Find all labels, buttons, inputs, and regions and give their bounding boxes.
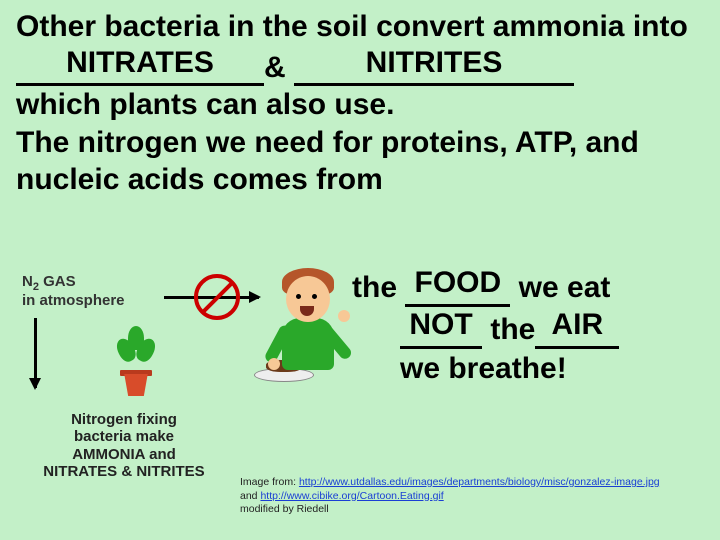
leaf-icon — [128, 326, 144, 350]
ampersand: & — [264, 51, 286, 84]
nf-l4: NITRATES & NITRITES — [43, 463, 204, 480]
credit-link-1[interactable]: http://www.utdallas.edu/images/departmen… — [299, 476, 660, 488]
intro-text: Other bacteria in the soil convert ammon… — [16, 8, 704, 46]
fill-not: NOT — [409, 308, 472, 341]
slide-body: Other bacteria in the soil convert ammon… — [0, 0, 720, 207]
right-line2: NOT the AIR — [352, 307, 619, 349]
nitrogen-diagram: N2 GAS in atmosphere Nitrogen fixing bac… — [14, 268, 349, 480]
blank-nitrites: NITRITES — [294, 46, 574, 87]
nf-l3: AMMONIA and — [72, 446, 176, 463]
credit-mid: and — [240, 490, 260, 502]
blank-air: AIR — [535, 307, 619, 349]
nitrogen-fixing-label: Nitrogen fixing bacteria make AMMONIA an… — [14, 411, 234, 480]
right-prefix1: the — [352, 271, 405, 304]
hand-icon — [338, 310, 350, 322]
plant-icon — [114, 324, 158, 396]
right-text-block: the FOOD we eat NOT the AIR we breathe! — [352, 265, 619, 388]
blank-nitrates: NITRATES — [16, 46, 264, 87]
fill-nitrates: NITRATES — [66, 46, 214, 79]
fill-nitrites: NITRITES — [366, 46, 503, 79]
eye-icon — [296, 294, 301, 299]
line-nitrogen: The nitrogen we need for proteins, ATP, … — [16, 124, 704, 199]
blanks-row: NITRATES & NITRITES — [16, 46, 704, 87]
hand-icon — [268, 358, 280, 370]
arrow-down-icon — [34, 318, 37, 388]
blank-food: FOOD — [405, 265, 510, 307]
n2-n: N — [22, 273, 33, 290]
n2-gas: GAS — [39, 273, 76, 290]
nf-l2: bacteria make — [74, 428, 174, 445]
credit-link-2[interactable]: http://www.cibike.org/Cartoon.Eating.gif — [260, 490, 443, 502]
blank-not: NOT — [400, 307, 482, 349]
right-mid: the — [482, 313, 535, 346]
nf-l1: Nitrogen fixing — [71, 411, 177, 428]
eye-icon — [312, 294, 317, 299]
fill-air: AIR — [552, 308, 604, 341]
prohibition-icon — [194, 274, 240, 320]
fill-food: FOOD — [415, 266, 502, 299]
right-line3: we breathe! — [352, 349, 619, 388]
pot-icon — [122, 374, 150, 396]
n2-atmosphere: in atmosphere — [22, 292, 125, 309]
image-credit: Image from: http://www.utdallas.edu/imag… — [240, 476, 660, 517]
right-suffix1: we eat — [510, 271, 610, 304]
person-eating-icon — [272, 270, 352, 380]
right-line1: the FOOD we eat — [352, 265, 619, 307]
line-which: which plants can also use. — [16, 86, 704, 124]
n2-gas-label: N2 GAS in atmosphere — [22, 274, 125, 310]
credit-prefix: Image from: — [240, 476, 299, 488]
credit-suffix: modified by Riedell — [240, 503, 329, 515]
